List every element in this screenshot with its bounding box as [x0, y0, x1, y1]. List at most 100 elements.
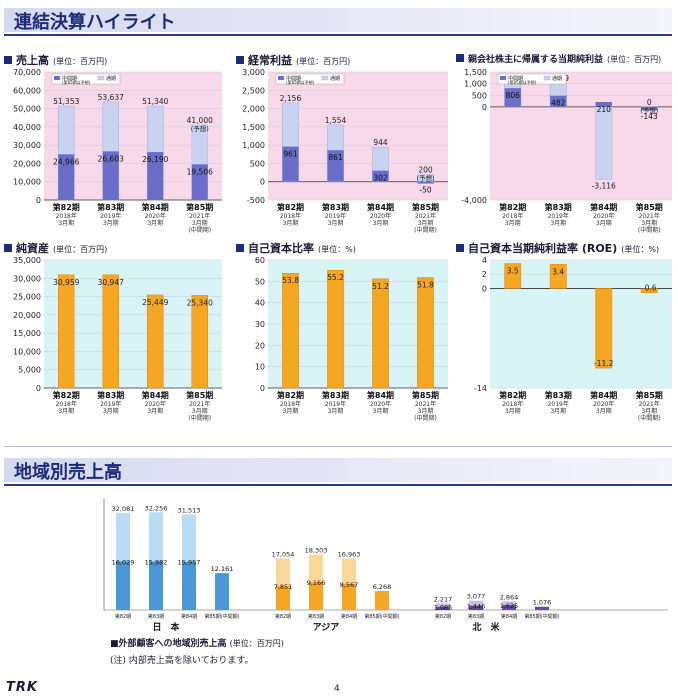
x-sub-label: 2019年: [548, 212, 569, 220]
x-category-label: 第85期: [412, 202, 439, 212]
region-interim-label: 1,076: [533, 599, 552, 607]
interim-label: 482: [551, 99, 566, 108]
bar: [191, 295, 209, 389]
y-tick-label: 60: [255, 256, 265, 265]
data-label: 55.2: [327, 273, 344, 282]
net-income-chart: -4,00005001,0001,5001,033806第82期2018年3月期…: [461, 68, 672, 234]
x-sub-label: 2019年: [548, 400, 569, 408]
region-full-year-label: 31,513: [178, 507, 201, 515]
y-tick-label: 500: [250, 159, 265, 168]
x-sub-label: 3月期: [505, 407, 521, 415]
y-tick-label: 15,000: [13, 329, 41, 338]
highlight-section-header: 連結決算ハイライト: [4, 4, 672, 36]
x-sub-label: 2021年: [639, 212, 660, 220]
x-sub-label: 3月期: [418, 219, 434, 227]
x-category-label: 第82期: [53, 390, 80, 400]
y-tick-label: 0: [260, 384, 265, 393]
region-interim-label: 8,567: [340, 581, 359, 589]
x-sub-label: 3月期: [103, 407, 119, 415]
y-tick-label: 0: [482, 103, 487, 112]
equity-ratio-title: 自己資本比率 (単位：%): [236, 240, 356, 256]
x-sub-label: 2021年: [415, 212, 436, 220]
bar: [504, 263, 522, 289]
x-category-label: 第83期: [545, 390, 572, 400]
region-interim-label: 15,982: [145, 559, 168, 567]
x-sub-label: 2018年: [56, 400, 77, 408]
region-interim-bar: [502, 605, 516, 610]
region-interim-bar: [469, 605, 483, 610]
region-section-header: 地域別売上高: [4, 454, 672, 486]
x-category-label: 第84期: [590, 390, 617, 400]
interim-bar: [417, 181, 434, 184]
interim-bar: [147, 152, 164, 200]
bar: [372, 278, 389, 389]
region-sales-chart: 32,081 16,029 第82期 32,256 15,982 第83期 31,513 15…: [103, 498, 668, 633]
x-sub-label: 2018年: [280, 400, 301, 408]
region-group-label: アジア: [313, 622, 340, 633]
full-year-label: 53,637: [98, 93, 124, 102]
data-label: 3.4: [552, 267, 564, 276]
legend-swatch-full: [543, 75, 551, 81]
x-sub-label: 2020年: [370, 212, 391, 220]
y-tick-label: 3,000: [242, 68, 265, 77]
y-tick-label: 5,000: [18, 366, 41, 375]
region-category-label: 第83期: [148, 613, 164, 620]
interim-bar: [191, 164, 208, 200]
region-full-year-label: 32,256: [145, 504, 168, 512]
y-tick-label: 50,000: [13, 105, 41, 114]
y-tick-label: 0: [260, 178, 265, 187]
interim-bar: [327, 150, 344, 182]
region-interim-label: 1,085: [434, 604, 453, 612]
region-interim-bar: [215, 573, 229, 610]
region-category-label: 第83期: [468, 613, 484, 620]
interim-label: 19,506: [187, 167, 213, 176]
data-label: 51.8: [417, 280, 434, 289]
region-full-year-label: 3,077: [467, 593, 486, 601]
region-interim-bar: [309, 582, 323, 610]
full-year-label: 41,000: [187, 116, 213, 125]
x-sub-label: 2021年: [189, 400, 210, 408]
full-year-label: 51,340: [142, 97, 168, 106]
y-tick-label: 2,500: [242, 86, 265, 95]
bar: [57, 274, 75, 389]
x-sub-label: 3月期: [550, 219, 566, 227]
x-sub-label: 3月期: [283, 407, 299, 415]
x-sub-label: 2018年: [280, 212, 301, 220]
x-sub-label: (中間期): [638, 226, 661, 234]
legend-interim: 中間期: [286, 75, 301, 82]
x-category-label: 第85期: [636, 202, 663, 212]
y-tick-label: 30: [255, 320, 265, 329]
x-sub-label: 3月期: [192, 219, 208, 227]
data-label: 30,947: [98, 278, 124, 287]
x-sub-label: 3月期: [505, 219, 521, 227]
x-sub-label: 2019年: [100, 400, 121, 408]
region-interim-label: 16,029: [112, 558, 135, 566]
region-interim-label: 6,268: [373, 583, 392, 591]
data-label: 30,959: [53, 278, 79, 287]
x-sub-label: 3月期: [596, 407, 612, 415]
x-sub-label: 2018年: [502, 400, 523, 408]
region-full-year-bar: [436, 603, 450, 610]
x-category-label: 第85期: [636, 390, 663, 400]
legend-swatch-interim: [54, 76, 60, 80]
region-full-year-label: 16,963: [338, 551, 361, 559]
x-sub-label: (中間期): [414, 226, 437, 234]
full-year-label: 944: [373, 138, 388, 147]
region-interim-label: 7,851: [274, 583, 293, 591]
x-sub-label: 2020年: [370, 400, 391, 408]
bar: [417, 277, 434, 389]
region-interim-label: 1,625: [500, 602, 519, 610]
bar: [102, 274, 120, 389]
interim-bar: [372, 170, 389, 182]
legend-full-year: 通期: [552, 75, 562, 82]
interim-label: 210: [597, 105, 612, 114]
x-sub-label: 2020年: [593, 212, 614, 220]
x-category-label: 第84期: [142, 202, 169, 212]
data-label: 53.8: [282, 276, 299, 285]
y-tick-label: 30,000: [13, 141, 41, 150]
interim-label: 861: [328, 153, 343, 162]
data-label: -11.2: [594, 359, 614, 368]
x-sub-label: 2019年: [325, 400, 346, 408]
x-sub-label: 3月期: [58, 219, 74, 227]
full-year-bar: [595, 106, 613, 180]
